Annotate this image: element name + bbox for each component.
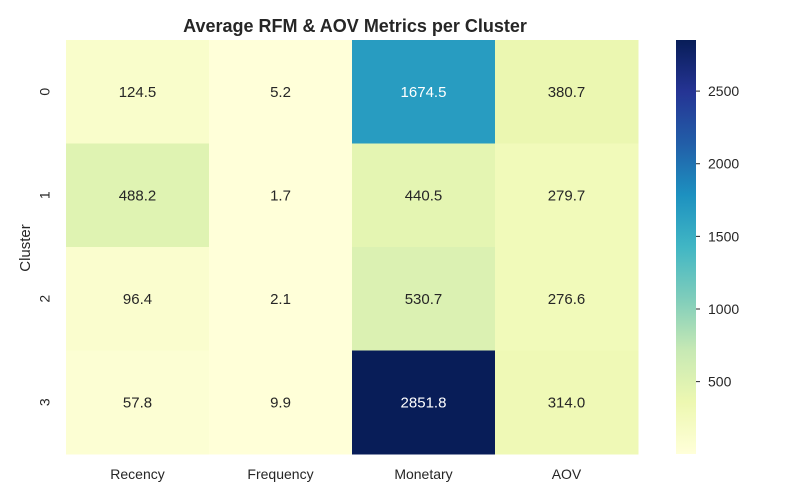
heatmap-cell <box>352 247 496 351</box>
cell-value-label: 276.6 <box>548 291 586 308</box>
heatmap-cell <box>209 247 353 351</box>
x-tick-label: Monetary <box>394 466 452 482</box>
heatmap-cells <box>66 40 639 455</box>
cell-value-label: 1.7 <box>270 187 291 204</box>
y-tick-labels: 0 1 2 3 <box>37 88 53 407</box>
x-tick-label: Recency <box>110 466 164 482</box>
y-tick-label: 3 <box>37 398 53 406</box>
x-tick-label: AOV <box>552 466 582 482</box>
y-tick-label: 2 <box>37 295 53 303</box>
heatmap-cell <box>66 143 210 248</box>
heatmap-cell <box>66 247 210 351</box>
cell-value-label: 488.2 <box>119 187 157 204</box>
colorbar-tick-label: 2500 <box>708 83 739 99</box>
heatmap-cell <box>66 350 210 455</box>
heatmap-cell <box>352 143 496 248</box>
x-tick-labels: Recency Frequency Monetary AOV <box>110 466 582 482</box>
cell-value-label: 96.4 <box>123 291 152 308</box>
heatmap-cell <box>209 350 353 455</box>
cell-value-label: 530.7 <box>405 291 443 308</box>
chart-title: Average RFM & AOV Metrics per Cluster <box>183 16 527 36</box>
heatmap-cell <box>352 40 496 144</box>
heatmap-cell <box>209 143 353 248</box>
cell-value-label: 314.0 <box>548 394 586 411</box>
y-tick-label: 0 <box>37 88 53 96</box>
cell-value-label: 124.5 <box>119 84 157 101</box>
cell-value-label: 2851.8 <box>401 394 447 411</box>
heatmap-cell <box>495 143 639 248</box>
colorbar <box>676 40 696 454</box>
colorbar-tick-label: 1000 <box>708 301 739 317</box>
cell-value-label: 380.7 <box>548 84 586 101</box>
colorbar-tick-label: 1500 <box>708 228 739 244</box>
cell-value-label: 1674.5 <box>401 84 447 101</box>
x-tick-label: Frequency <box>247 466 313 482</box>
cell-value-label: 9.9 <box>270 394 291 411</box>
cell-value-label: 279.7 <box>548 187 586 204</box>
colorbar-ticks: 500 1000 1500 2000 2500 <box>696 83 739 390</box>
heatmap-cell <box>352 350 496 455</box>
cell-value-label: 5.2 <box>270 84 291 101</box>
heatmap-cell-labels: 124.5 5.2 1674.5 380.7 488.2 1.7 440.5 279.7 96.… <box>119 84 586 412</box>
colorbar-tick-label: 2000 <box>708 156 739 172</box>
heatmap-cell <box>495 40 639 144</box>
cell-value-label: 440.5 <box>405 187 443 204</box>
heatmap-cell <box>495 350 639 455</box>
heatmap-cell <box>495 247 639 351</box>
y-tick-label: 1 <box>37 191 53 199</box>
y-axis-label: Cluster <box>17 224 34 272</box>
cell-value-label: 2.1 <box>270 291 291 308</box>
colorbar-tick-label: 500 <box>708 374 732 390</box>
heatmap-cell <box>209 40 353 144</box>
cell-value-label: 57.8 <box>123 394 152 411</box>
heatmap-cell <box>66 40 210 144</box>
